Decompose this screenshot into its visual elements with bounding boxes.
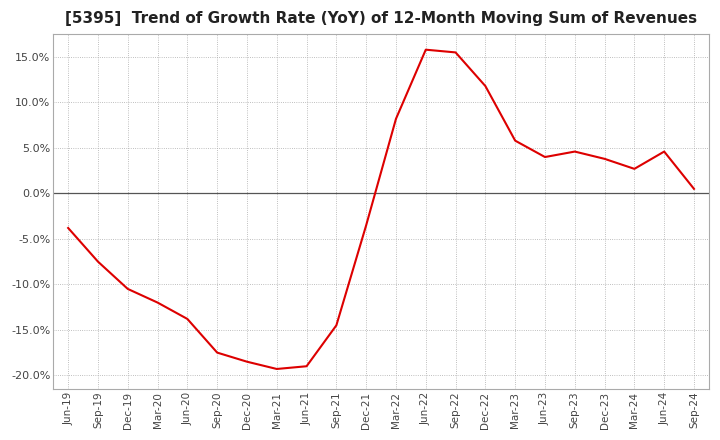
Title: [5395]  Trend of Growth Rate (YoY) of 12-Month Moving Sum of Revenues: [5395] Trend of Growth Rate (YoY) of 12-… [65, 11, 697, 26]
